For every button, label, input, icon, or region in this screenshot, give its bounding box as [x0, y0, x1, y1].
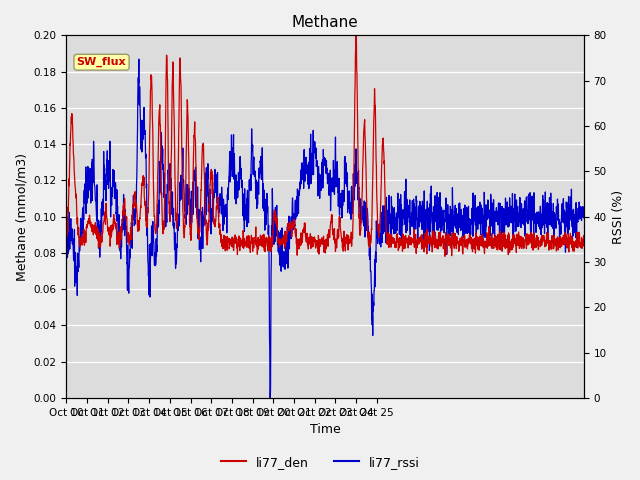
- Y-axis label: Methane (mmol/m3): Methane (mmol/m3): [15, 153, 28, 281]
- Y-axis label: RSSI (%): RSSI (%): [612, 190, 625, 244]
- Legend: li77_den, li77_rssi: li77_den, li77_rssi: [216, 451, 424, 474]
- Text: SW_flux: SW_flux: [77, 57, 126, 67]
- Title: Methane: Methane: [292, 15, 358, 30]
- X-axis label: Time: Time: [310, 423, 340, 436]
